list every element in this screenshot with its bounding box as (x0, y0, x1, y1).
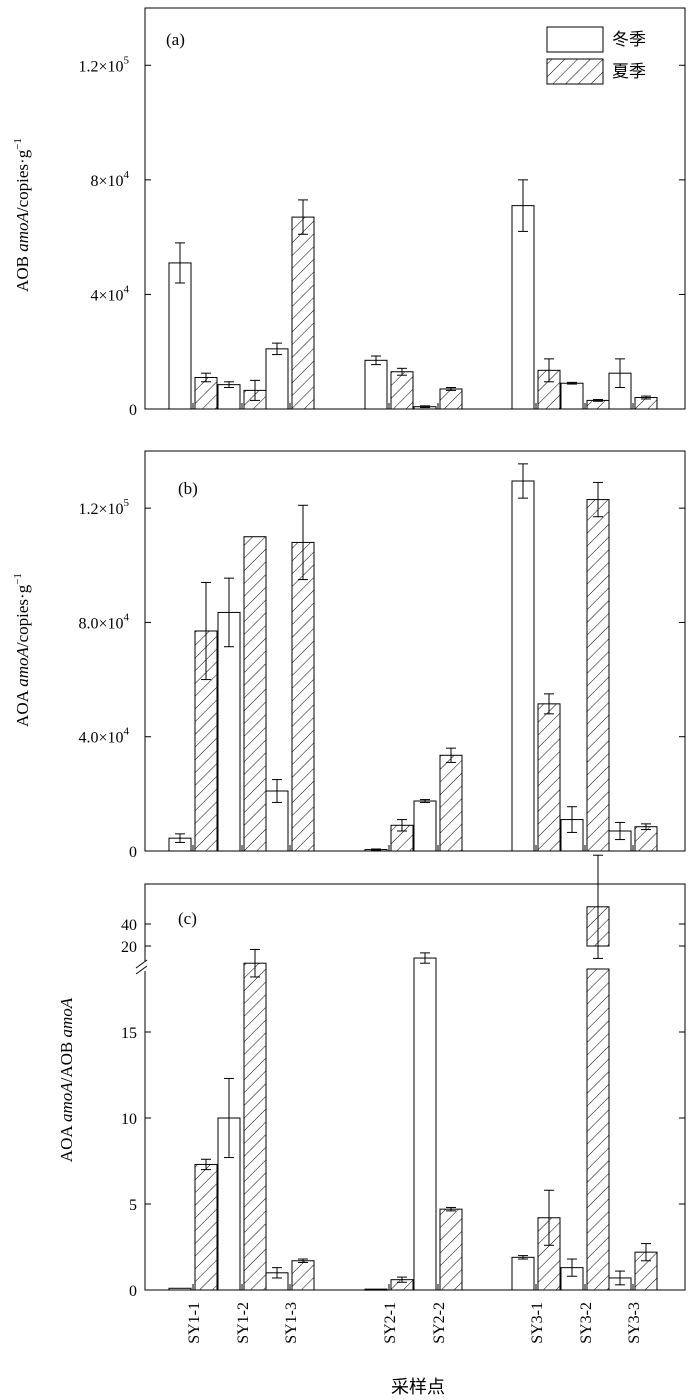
panel-a-ytick-label: 1.2×105 (78, 54, 129, 75)
axis-break-mark-lower (135, 965, 148, 975)
bar-b-summer-sy3-3 (634, 826, 658, 852)
bar-c-winter-sy1-1 (168, 1287, 192, 1291)
bar-c-winter-sy3-1 (511, 1256, 535, 1291)
legend: 冬季 夏季 (546, 26, 646, 85)
axis-break-gap (137, 961, 153, 971)
category-label-sy1-1: SY1-1 (186, 1302, 203, 1344)
category-label-sy2-1: SY2-1 (382, 1302, 399, 1344)
bar-b-summer-sy3-2 (586, 499, 610, 852)
legend-summer-swatch (546, 58, 604, 85)
panel-c-ytick-label: 15 (121, 1025, 137, 1042)
panel-c-ylabel: AOA amoA/AOB amoA (57, 997, 76, 1162)
panel-c-ytick-label: 10 (121, 1111, 137, 1128)
bar-a-winter-sy3-1 (511, 205, 535, 410)
panel-b-ytick-label: 0 (129, 844, 137, 861)
panel-b-aoa: (b) AOA amoA/copies·g−1 0 4.0×104 8.0×104 1… (12, 450, 686, 861)
bar-b-summer-sy1-2 (243, 536, 267, 852)
panel-a-ytick-label: 4×104 (90, 283, 129, 304)
bar-a-winter-sy3-2 (560, 382, 584, 410)
bar-c-summer-sy1-2 (243, 962, 267, 1291)
category-label-sy1-2: SY1-2 (235, 1302, 252, 1344)
panel-b-ytick-label: 8.0×104 (78, 611, 129, 632)
bar-b-winter-sy1-2 (217, 611, 241, 852)
bar-c-winter-sy2-2 (413, 957, 437, 1291)
bar-b-summer-sy1-3 (291, 541, 315, 852)
bar-b-summer-sy2-2 (439, 754, 463, 852)
bar-b-winter-sy2-2 (413, 800, 437, 852)
panel-b-ytick-label: 1.2×105 (78, 497, 129, 518)
panel-c-ytick-label: 20 (121, 939, 137, 956)
bar-c-summer-sy1-3 (291, 1260, 315, 1291)
legend-winter-label: 冬季 (612, 30, 646, 49)
panel-c-ytick-label: 40 (121, 917, 137, 934)
bar-c-summer-sy1-1 (194, 1163, 218, 1291)
category-label-sy3-3: SY3-3 (626, 1302, 643, 1344)
bar-c-summer-sy3-2 (586, 968, 610, 1291)
bar-a-summer-sy2-1 (390, 371, 414, 410)
panel-c-ytick-label: 0 (129, 1283, 137, 1300)
legend-summer-label: 夏季 (612, 62, 646, 81)
legend-winter-swatch (546, 26, 604, 53)
bar-a-winter-sy2-1 (364, 359, 388, 410)
panel-a-ylabel: AOB amoA/copies·g−1 (12, 138, 32, 292)
x-axis-title: 采样点 (391, 1377, 445, 1397)
bar-b-summer-sy3-1 (537, 703, 561, 852)
axis-break-mark-upper (135, 959, 148, 969)
panel-c-ratio: (c) AOA amoA/AOB amoA 0 5 10 15 20 40 SY1-1 SY1… (57, 854, 686, 1344)
bar-c-summer-sy2-2 (439, 1208, 463, 1291)
panel-label-c: (c) (178, 909, 197, 928)
bar-c-winter-sy2-1 (364, 1288, 388, 1291)
bar-a-summer-sy2-2 (439, 388, 463, 410)
bar-a-winter-sy1-3 (265, 348, 289, 410)
category-label-sy3-1: SY3-1 (529, 1302, 546, 1344)
panel-label-a: (a) (166, 30, 185, 49)
category-label-sy3-2: SY3-2 (578, 1302, 595, 1344)
panel-c-ytick-label: 5 (129, 1197, 137, 1214)
panel-b-ylabel: AOA amoA/copies·g−1 (12, 573, 32, 727)
category-label-sy1-3: SY1-3 (283, 1302, 300, 1344)
panel-a-aob: (a) AOB amoA/copies·g−1 冬季 夏季 0 4×104 8×10… (12, 7, 686, 419)
panel-a-ytick-label: 0 (129, 402, 137, 419)
panel-a-ytick-label: 8×104 (90, 169, 129, 190)
bar-a-summer-sy1-3 (291, 216, 315, 410)
bar-a-winter-sy1-2 (217, 384, 241, 410)
bar-a-winter-sy1-1 (168, 262, 192, 410)
panel-b-ytick-label: 4.0×104 (78, 726, 129, 747)
panel-label-b: (b) (178, 479, 198, 498)
panel-a-frame (144, 7, 686, 410)
category-label-sy2-2: SY2-2 (431, 1302, 448, 1344)
bar-b-winter-sy3-1 (511, 480, 535, 852)
